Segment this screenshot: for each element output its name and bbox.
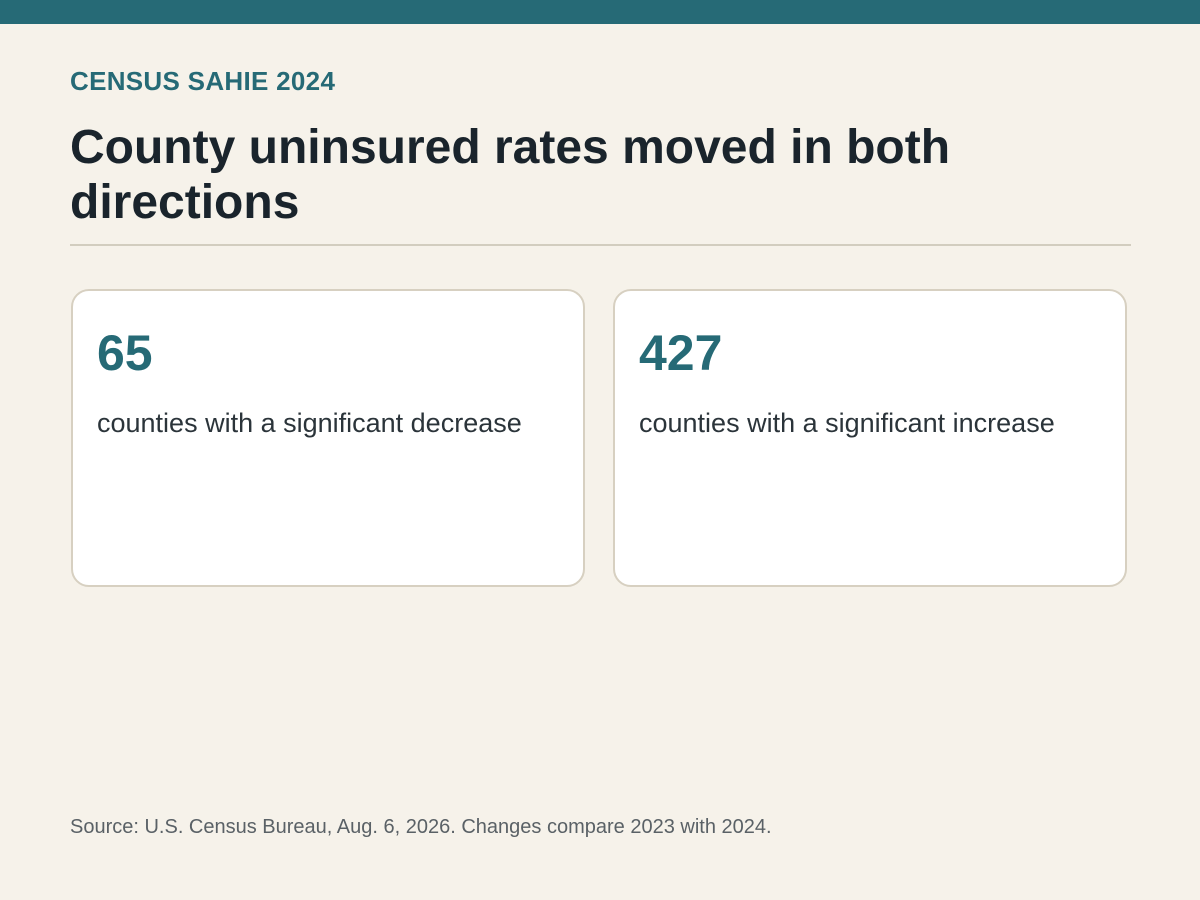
- top-accent-bar: [0, 0, 1200, 24]
- stat-value-increase: 427: [639, 325, 723, 381]
- stat-label-decrease: counties with a significant decrease: [97, 408, 522, 438]
- stat-label-increase: counties with a significant increase: [639, 408, 1055, 438]
- title-divider: [70, 244, 1131, 246]
- stat-value-decrease: 65: [97, 325, 153, 381]
- stat-card-increase: 427 counties with a significant increase: [613, 289, 1127, 587]
- eyebrow-label: CENSUS SAHIE 2024: [70, 66, 336, 96]
- stat-card-decrease: 65 counties with a significant decrease: [71, 289, 585, 587]
- source-note: Source: U.S. Census Bureau, Aug. 6, 2026…: [70, 816, 772, 838]
- page-title: County uninsured rates moved in both dir…: [70, 121, 951, 229]
